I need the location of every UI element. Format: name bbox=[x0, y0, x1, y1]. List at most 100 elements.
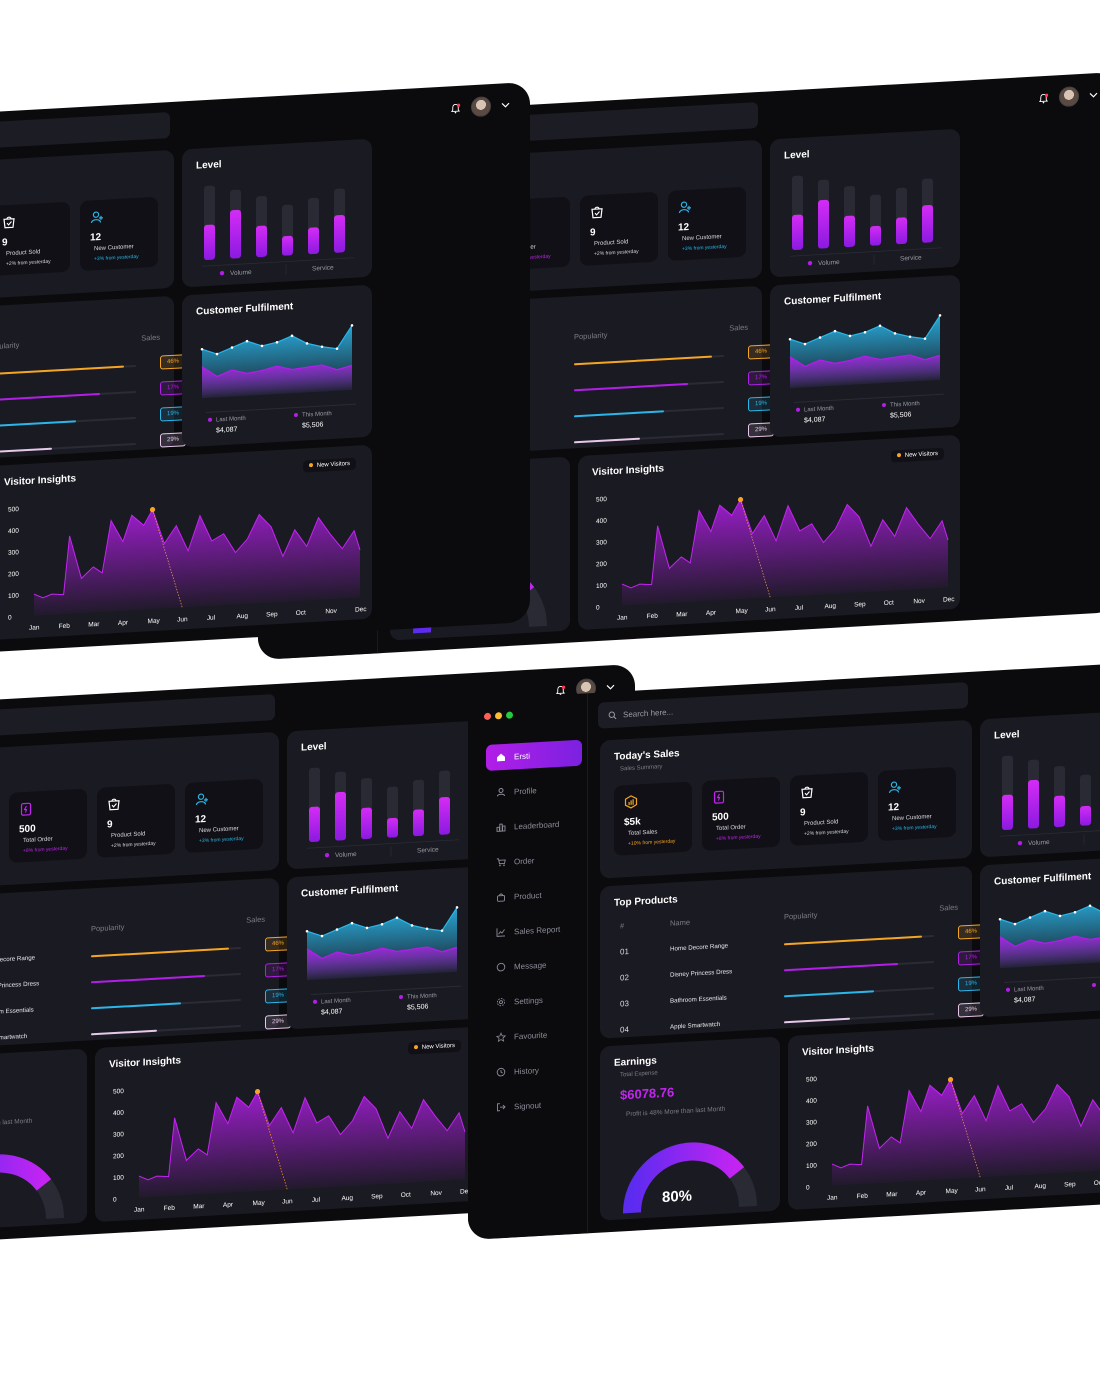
this-month-point bbox=[350, 324, 354, 327]
sidebar-item-order[interactable]: Order bbox=[486, 845, 582, 876]
product-name: Bathroom Essentials bbox=[670, 994, 727, 1005]
x-tick-label: Oct bbox=[401, 1191, 411, 1199]
level-volume-bar bbox=[1028, 779, 1039, 829]
highlight-point[interactable] bbox=[737, 497, 744, 503]
top-products-panel: Top Products # Name Popularity Sales 01H… bbox=[0, 877, 291, 1051]
y-tick-label: 300 bbox=[113, 1131, 124, 1139]
bell-icon[interactable] bbox=[450, 102, 461, 114]
maximize-dot[interactable] bbox=[506, 711, 513, 719]
new-visitors-line bbox=[33, 508, 361, 599]
level-volume-bar bbox=[204, 224, 215, 260]
topbar: Search here... bbox=[598, 662, 1100, 730]
last-month-line bbox=[306, 946, 458, 960]
y-tick-label: 0 bbox=[8, 614, 12, 621]
popularity-fill bbox=[0, 392, 100, 402]
sidebar-item-leaderboard[interactable]: Leaderboard bbox=[486, 810, 582, 841]
last-month-dot bbox=[796, 407, 800, 412]
sidebar-item-history[interactable]: History bbox=[486, 1055, 582, 1086]
highlight-point[interactable] bbox=[947, 1077, 954, 1083]
stat-label: Total Order bbox=[716, 824, 746, 833]
minimize-dot[interactable] bbox=[495, 712, 502, 720]
level-volume-bar bbox=[792, 214, 803, 250]
stat-card[interactable]: 9 Product Sold +2% from yesterday bbox=[0, 201, 70, 276]
row-number: 03 bbox=[620, 999, 629, 1009]
stat-card[interactable]: 9 Product Sold +2% from yesterday bbox=[790, 771, 868, 846]
sidebar-item-message[interactable]: Message bbox=[486, 950, 582, 981]
this-month-point bbox=[908, 335, 912, 339]
close-dot[interactable] bbox=[484, 712, 491, 721]
new-customer-icon bbox=[90, 211, 103, 224]
last-month-value: $4,087 bbox=[1014, 996, 1036, 1005]
sidebar-item-sales-report[interactable]: Sales Report bbox=[486, 915, 582, 946]
last-month-value: $4,087 bbox=[804, 416, 826, 425]
popularity-fill bbox=[574, 382, 688, 392]
earnings-gauge bbox=[0, 1154, 64, 1226]
sidebar-item-favourite[interactable]: Favourite bbox=[486, 1020, 582, 1051]
chevron-down-icon[interactable] bbox=[606, 684, 615, 691]
todays-sales-subtitle: Sales Summary bbox=[620, 764, 663, 773]
last-month-label: Last Month bbox=[796, 406, 834, 414]
x-tick-label: Oct bbox=[1094, 1179, 1100, 1187]
customer-fulfilment-panel: Customer Fulfilment Last Month $4,087 Th… bbox=[980, 854, 1100, 1018]
sidebar-item-signout[interactable]: Signout bbox=[486, 1090, 582, 1121]
sidebar-item-product[interactable]: Product bbox=[486, 880, 582, 911]
chevron-down-icon[interactable] bbox=[501, 102, 510, 109]
legend-service: Service bbox=[417, 846, 439, 854]
stat-label: Total Order bbox=[23, 836, 53, 845]
level-volume-bar bbox=[896, 217, 907, 245]
highlight-point[interactable] bbox=[254, 1089, 261, 1095]
sidebar-item-ersti[interactable]: Ersti bbox=[486, 739, 582, 771]
stat-card[interactable]: 9 Product Sold +2% from yesterday bbox=[580, 191, 658, 266]
new-customer-icon bbox=[888, 781, 901, 794]
popularity-fill bbox=[91, 947, 229, 958]
y-tick-label: 300 bbox=[596, 539, 607, 547]
col-header-popularity: Popularity bbox=[574, 330, 608, 342]
y-tick-label: 300 bbox=[8, 549, 19, 557]
legend-volume-dot bbox=[219, 270, 225, 276]
x-tick-label: Apr bbox=[916, 1189, 927, 1197]
stat-card[interactable]: 12 New Customer +3% from yesterday bbox=[80, 196, 158, 272]
sidebar-nav: Ersti Profile Leaderboard Order Product Sales… bbox=[486, 739, 582, 1130]
sidebar-item-settings[interactable]: Settings bbox=[486, 985, 582, 1016]
bell-icon[interactable] bbox=[1038, 92, 1049, 104]
level-volume-bar bbox=[335, 791, 346, 841]
level-volume-bar bbox=[439, 796, 450, 835]
customer-fulfilment-chart bbox=[200, 324, 354, 399]
visitor-insights-panel: Visitor Insights New Visitors 0100200300… bbox=[788, 1014, 1100, 1211]
col-header-name: Name bbox=[670, 917, 691, 928]
this-month-point bbox=[200, 347, 204, 351]
y-tick-label: 0 bbox=[806, 1184, 810, 1191]
this-month-label: This Month bbox=[294, 411, 332, 419]
x-tick-label: Jun bbox=[975, 1186, 986, 1194]
x-tick-label: Jul bbox=[207, 614, 216, 621]
this-month-point bbox=[878, 324, 882, 328]
stat-card[interactable]: 12 New Customer +3% from yesterday bbox=[185, 778, 263, 854]
stat-card[interactable]: 12 New Customer +3% from yesterday bbox=[668, 186, 746, 262]
x-tick-label: May bbox=[736, 608, 749, 616]
search-input[interactable]: Search here... bbox=[598, 682, 968, 729]
chevron-down-icon[interactable] bbox=[1089, 92, 1098, 99]
sidebar-item-profile[interactable]: Profile bbox=[486, 775, 582, 806]
row-number: 02 bbox=[620, 973, 629, 983]
level-chart: Volume Service bbox=[790, 175, 942, 267]
stat-change: +10% from yesterday bbox=[628, 838, 676, 848]
this-month-point bbox=[848, 334, 852, 338]
y-tick-label: 500 bbox=[8, 506, 19, 514]
stat-card[interactable]: 9 Product Sold +2% from yesterday bbox=[97, 783, 175, 858]
this-month-point bbox=[215, 352, 219, 356]
avatar[interactable] bbox=[471, 96, 491, 118]
avatar[interactable] bbox=[1059, 86, 1079, 108]
popularity-fill bbox=[574, 355, 712, 366]
level-volume-bar bbox=[870, 225, 881, 246]
stat-card[interactable]: 12 New Customer +3% from yesterday bbox=[878, 766, 956, 842]
sidebar-item-label: Message bbox=[514, 960, 547, 971]
product-name: Apple Smartwatch bbox=[670, 1020, 721, 1031]
last-month-line bbox=[201, 364, 353, 378]
highlight-point[interactable] bbox=[149, 507, 156, 513]
popularity-track bbox=[574, 380, 724, 392]
